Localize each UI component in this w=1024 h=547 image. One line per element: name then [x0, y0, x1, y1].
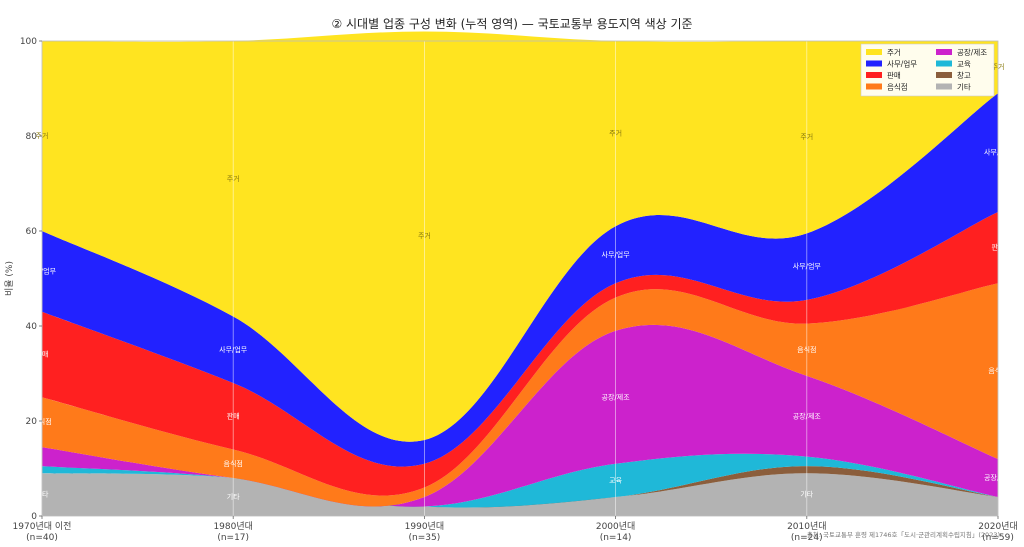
area-label: 주거 — [227, 174, 240, 183]
x-tick-label: 1980년대 (n=17) — [213, 521, 252, 543]
area-layers — [42, 31, 998, 516]
area-기타 — [42, 473, 998, 516]
chart-title: ② 시대별 업종 구성 변화 (누적 영역) — 국토교통부 용도지역 색상 기… — [331, 17, 692, 31]
legend-swatch — [936, 83, 952, 90]
area-사무-업무 — [42, 93, 998, 467]
y-tick-label: 80 — [26, 132, 38, 142]
legend-entry: 창고 — [957, 71, 971, 80]
axes: 0 20 40 60 80 100 1970년대 이전 (n=40) 1980년대 (n=17) 1… — [13, 37, 1018, 543]
area-label: 교육 — [609, 476, 622, 484]
legend-swatch — [936, 60, 952, 67]
x-tick-label: 1970년대 이전 (n=40) — [13, 521, 72, 543]
area-교육 — [42, 453, 998, 508]
y-axis-label: 비율 (%) — [4, 261, 15, 296]
x-tick-label: 1990년대 (n=35) — [405, 521, 444, 543]
area-label: 기타 — [800, 490, 813, 499]
legend-entry: 주거 — [887, 48, 901, 57]
area-label: 사무/업무 — [602, 250, 631, 259]
legend-box — [860, 43, 995, 97]
area-label: 판매 — [227, 411, 240, 420]
area-판매 — [42, 212, 998, 496]
x-tick-label: 2000년대 (n=14) — [596, 521, 635, 543]
area-label: 주거 — [800, 132, 813, 141]
y-tick-label: 0 — [31, 512, 37, 522]
area-label: 사무/업무 — [793, 262, 822, 271]
legend-entry: 음식점 — [887, 82, 908, 92]
legend-swatch — [866, 49, 882, 55]
area-label: 공장/제조 — [602, 392, 631, 401]
legend-swatch — [936, 49, 952, 55]
x-tick-label: 2020년대 (n=59) — [978, 521, 1017, 543]
area-공장-제조 — [42, 324, 998, 507]
y-tick-label: 20 — [26, 417, 38, 427]
y-tick-label: 100 — [20, 37, 37, 47]
legend-swatch — [936, 72, 952, 78]
legend-entry: 판매 — [887, 71, 901, 80]
legend-swatch — [866, 83, 882, 90]
legend-entry: 공장/제조 — [957, 47, 987, 57]
area-음식점 — [42, 283, 998, 507]
legend-entry: 사무/업무 — [887, 60, 917, 69]
source-note: 출처: 국토교통부 훈령 제1746호「도시·군관리계획수립지침」(2023) — [807, 530, 1000, 539]
legend-entry: 기타 — [957, 83, 971, 92]
area-label: 주거 — [609, 129, 622, 138]
x-tick-label: 2010년대 (n=24) — [787, 521, 826, 543]
y-tick-label: 40 — [26, 322, 38, 332]
area-label: 음식점 — [797, 345, 816, 354]
area-label: 공장/제조 — [793, 411, 822, 420]
plot-frame — [41, 40, 999, 517]
legend-swatch — [866, 60, 882, 67]
area-label: 기타 — [227, 492, 240, 501]
area-주거 — [42, 31, 998, 442]
legend-entry: 교육 — [957, 60, 971, 69]
area-label: 음식점 — [224, 459, 243, 468]
area-label: 사무/업무 — [219, 345, 248, 354]
legend-swatch — [866, 72, 882, 78]
area-label: 주거 — [418, 231, 431, 240]
y-tick-label: 60 — [26, 227, 38, 237]
